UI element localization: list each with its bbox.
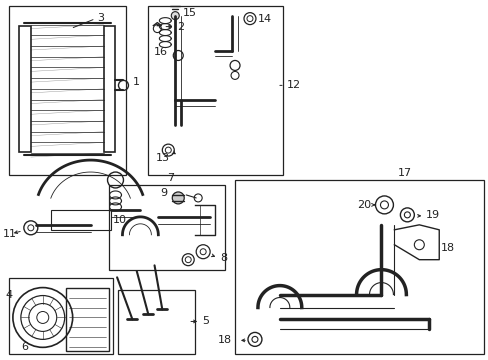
Text: 15: 15 xyxy=(183,8,197,18)
Bar xyxy=(51,210,110,230)
Text: 2: 2 xyxy=(177,22,184,32)
Text: 17: 17 xyxy=(397,168,411,178)
Text: 19: 19 xyxy=(426,210,440,220)
Text: 6: 6 xyxy=(21,342,28,352)
Text: 18: 18 xyxy=(440,243,454,253)
Bar xyxy=(235,180,483,354)
Text: 11: 11 xyxy=(3,229,17,239)
Text: 10: 10 xyxy=(112,215,126,225)
Bar xyxy=(9,6,126,175)
Text: 13: 13 xyxy=(155,153,169,163)
Bar xyxy=(148,6,282,175)
Bar xyxy=(118,289,195,354)
Text: 12: 12 xyxy=(286,80,300,90)
Circle shape xyxy=(171,12,179,20)
Text: 14: 14 xyxy=(258,14,271,24)
Text: 18: 18 xyxy=(218,336,232,345)
Bar xyxy=(103,26,115,152)
Text: 1: 1 xyxy=(132,77,139,87)
Bar xyxy=(9,278,112,354)
Circle shape xyxy=(172,192,184,204)
Bar xyxy=(108,185,224,270)
Text: 7: 7 xyxy=(167,173,174,183)
Text: 8: 8 xyxy=(220,253,227,263)
Text: 5: 5 xyxy=(202,316,209,327)
Bar xyxy=(19,26,31,152)
Text: 4: 4 xyxy=(6,289,13,300)
Bar xyxy=(65,288,108,351)
Text: 20: 20 xyxy=(357,200,371,210)
Text: 16: 16 xyxy=(153,48,167,58)
Text: 9: 9 xyxy=(160,188,167,198)
Text: 3: 3 xyxy=(98,13,104,23)
